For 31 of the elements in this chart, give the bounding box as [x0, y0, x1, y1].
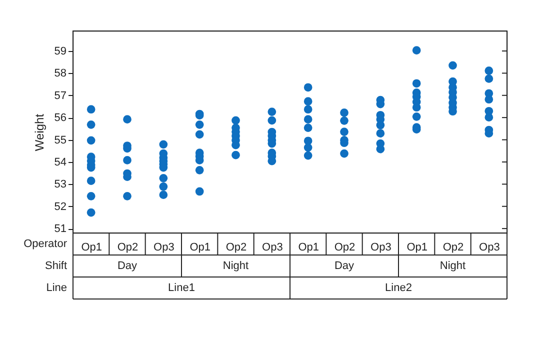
- text: Line2: [385, 282, 412, 294]
- y-tick-label: 59: [54, 45, 66, 58]
- x-tick-label: Op3: [479, 242, 500, 254]
- y-tick-label: 57: [54, 90, 66, 102]
- x-tick-label: Op1: [190, 242, 210, 254]
- x-tick-label: Op1: [406, 242, 428, 254]
- x-tick-label: Op2: [117, 242, 138, 254]
- y-tick-label: 58: [54, 68, 66, 80]
- text: Day: [334, 260, 355, 272]
- x-tick-label: Op1: [81, 242, 102, 254]
- text: Line: [46, 282, 67, 294]
- y-tick-label: 52: [54, 200, 66, 213]
- y-axis-title: Weight: [32, 113, 46, 152]
- text: Line1: [168, 282, 195, 294]
- x-tick-label: Op3: [154, 242, 174, 254]
- x-tick-label: Op2: [334, 242, 356, 254]
- text: Shift: [44, 260, 67, 272]
- y-tick-label: 53: [54, 178, 66, 191]
- text: Night: [222, 260, 249, 272]
- x-tick-label: Op2: [226, 242, 247, 254]
- y-tick-label: 54: [54, 156, 66, 168]
- x-tick-label: Op3: [262, 242, 283, 254]
- text: Operator: [24, 238, 68, 250]
- x-tick-label: Op3: [370, 242, 392, 254]
- x-tick-label: Op1: [298, 242, 319, 254]
- text: Day: [117, 260, 138, 272]
- y-tick-label: 56: [54, 112, 66, 124]
- y-tick-label: 51: [54, 223, 66, 236]
- x-tick-label: Op2: [442, 242, 464, 254]
- text: Night: [440, 260, 466, 272]
- y-tick-label: 55: [54, 134, 66, 146]
